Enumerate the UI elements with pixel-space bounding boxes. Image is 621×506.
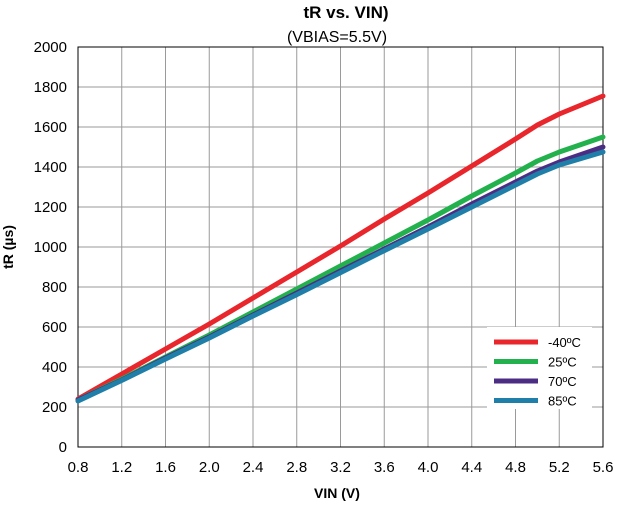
x-tick-label: 1.6: [155, 459, 176, 476]
y-tick-label: 400: [42, 359, 67, 376]
x-tick-label: 1.2: [111, 459, 132, 476]
legend: -40ºC 25ºC 70ºC 85ºC: [487, 327, 592, 409]
x-tick-label: 4.0: [418, 459, 439, 476]
y-axis-ticks: 0 200 400 600 800 1000 1200 1400 1600 1800 2000: [34, 39, 67, 456]
series-lines: [75, 93, 606, 404]
x-tick-label: 4.8: [505, 459, 526, 476]
x-tick-label: 0.8: [68, 459, 89, 476]
y-tick-label: 200: [42, 399, 67, 416]
y-tick-label: 600: [42, 319, 67, 336]
y-tick-label: 2000: [34, 39, 67, 56]
legend-label: 25ºC: [548, 355, 577, 370]
y-tick-label: 0: [59, 439, 67, 456]
y-tick-label: 1800: [34, 79, 67, 96]
legend-label: 70ºC: [548, 374, 577, 389]
y-tick-label: 1000: [34, 239, 67, 256]
chart-subtitle: (VBIAS=5.5V): [287, 29, 387, 46]
y-axis-label: tR (µs): [0, 225, 16, 269]
plot-area-border: [77, 46, 604, 448]
series-line: [75, 149, 606, 404]
x-tick-label: 5.6: [593, 459, 614, 476]
x-tick-label: 2.0: [199, 459, 220, 476]
series-line: [75, 93, 606, 402]
chart-title: tR vs. VIN): [303, 3, 388, 22]
x-tick-label: 2.4: [243, 459, 264, 476]
x-axis-label: VIN (V): [314, 485, 360, 501]
y-tick-label: 1400: [34, 159, 67, 176]
x-axis-ticks: 0.8 1.2 1.6 2.0 2.4 2.8 3.2 3.6 4.0 4.4 4.8 5.2 5.6: [68, 459, 614, 476]
x-tick-label: 5.2: [549, 459, 570, 476]
legend-label: 85ºC: [548, 394, 577, 409]
x-tick-label: 3.6: [374, 459, 395, 476]
y-tick-label: 1600: [34, 119, 67, 136]
y-tick-label: 1200: [34, 199, 67, 216]
y-tick-label: 800: [42, 279, 67, 296]
x-tick-label: 3.2: [330, 459, 351, 476]
x-tick-label: 2.8: [286, 459, 307, 476]
legend-label: -40ºC: [548, 335, 581, 350]
x-tick-label: 4.4: [461, 459, 482, 476]
